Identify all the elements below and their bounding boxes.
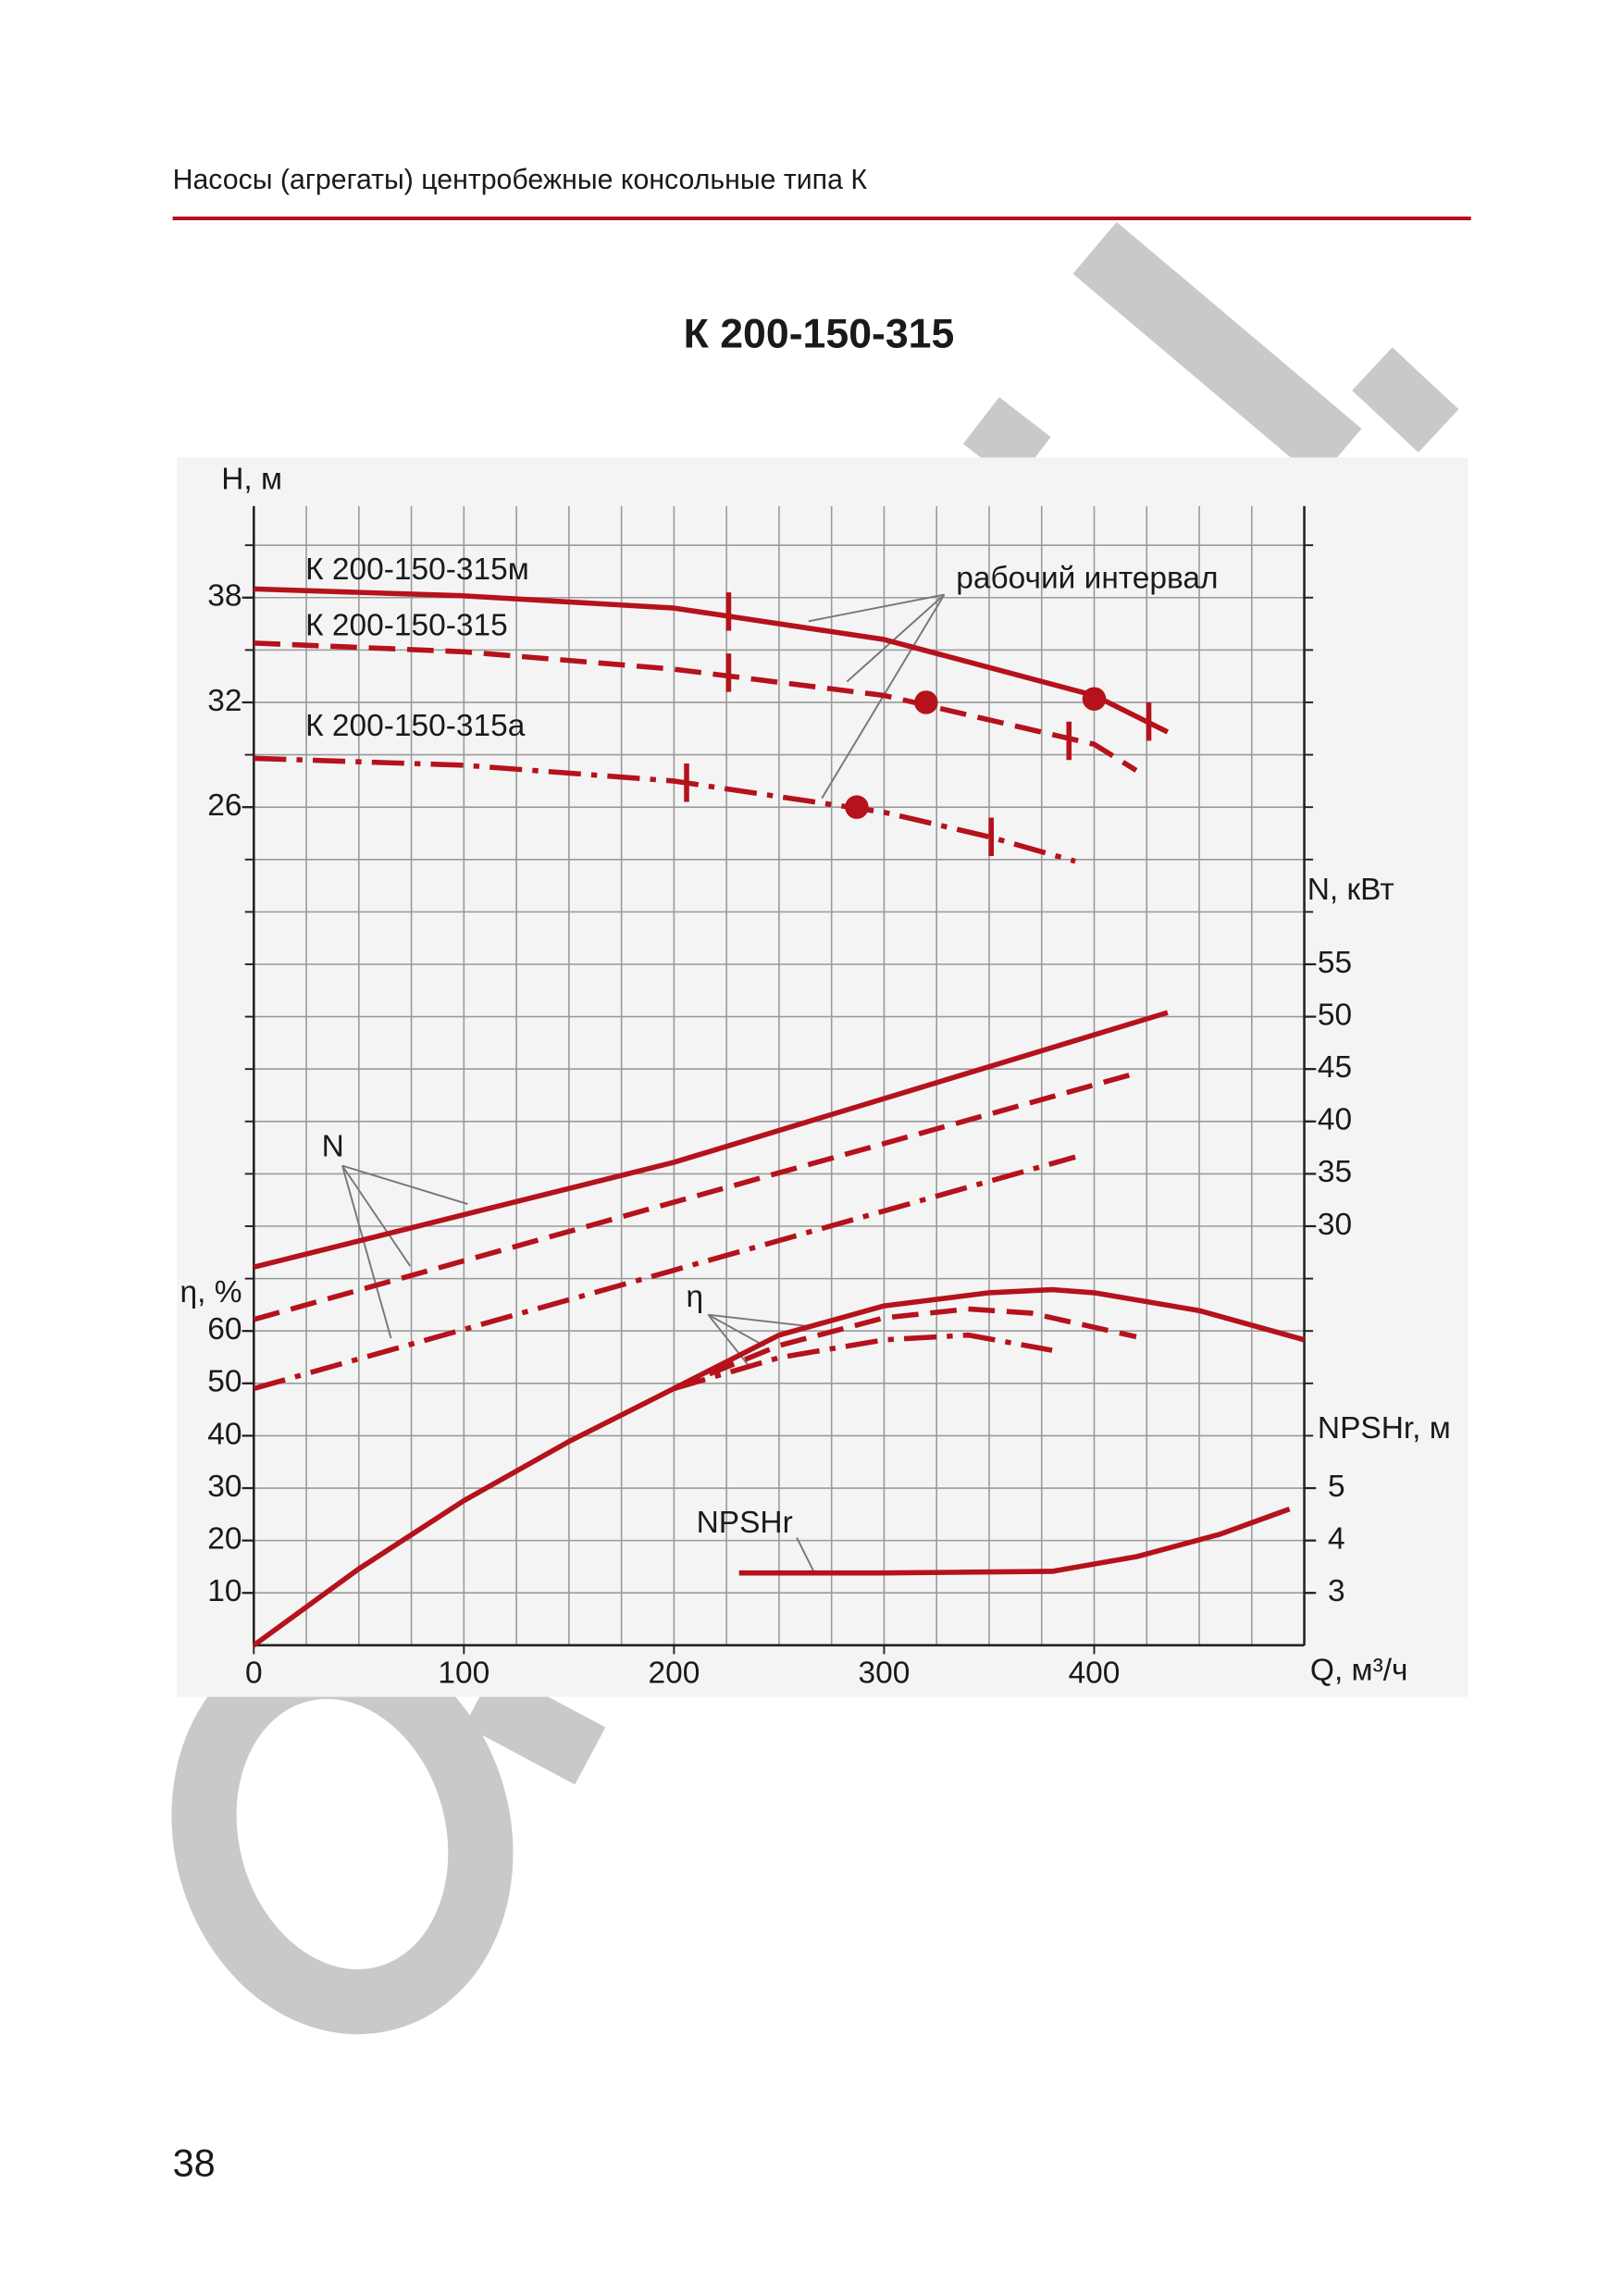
y-tick-label: 38 — [207, 579, 242, 614]
y-axis-label: H, м — [221, 463, 282, 497]
curve — [253, 1010, 1169, 1270]
x-tick-label: 100 — [438, 1657, 489, 1691]
curve — [673, 1306, 1137, 1391]
y-tick-label: 55 — [1318, 946, 1352, 980]
curve — [254, 640, 1138, 773]
y-tick-label: 30 — [1318, 1208, 1352, 1242]
y-tick-label: 20 — [207, 1521, 242, 1556]
curve-label: К 200-150-315 — [305, 608, 508, 642]
y-tick-label: 10 — [207, 1574, 242, 1608]
chart-title: К 200-150-315 — [684, 311, 955, 356]
annotation: η — [686, 1280, 703, 1314]
y-tick-label: 45 — [1318, 1050, 1352, 1085]
operating-point — [845, 795, 869, 819]
watermark-stroke — [464, 1668, 606, 1785]
y-axis-label: N, кВт — [1307, 873, 1394, 907]
curve — [673, 1332, 1053, 1392]
y-tick-label: 60 — [207, 1312, 242, 1347]
leader-line — [708, 1313, 812, 1328]
operating-point — [1082, 687, 1107, 711]
leader-line — [846, 593, 946, 683]
x-tick-label: 400 — [1069, 1657, 1121, 1691]
annotation: рабочий интервал — [956, 561, 1218, 595]
annotation: N — [322, 1129, 344, 1163]
leader-line — [341, 1165, 392, 1339]
y-axis-label: η, % — [180, 1275, 242, 1309]
leader-line — [796, 1537, 816, 1574]
x-tick-label: 0 — [245, 1657, 263, 1691]
x-tick-label: 200 — [648, 1657, 700, 1691]
y-tick-label: 3 — [1328, 1574, 1345, 1608]
page-number: 38 — [173, 2141, 216, 2185]
y-tick-label: 4 — [1328, 1521, 1345, 1556]
operating-point — [914, 690, 938, 714]
annotation: NPSHr — [697, 1506, 793, 1540]
curve-label: К 200-150-315а — [305, 709, 526, 743]
curve — [254, 586, 1170, 735]
leader-line — [707, 1313, 765, 1347]
y-tick-label: 30 — [207, 1470, 242, 1504]
leader-line — [341, 1164, 468, 1206]
plot-background — [177, 457, 1468, 1697]
y-tick-label: 5 — [1328, 1470, 1345, 1504]
curve — [253, 1070, 1137, 1322]
watermark-stroke — [962, 397, 1051, 484]
x-tick-label: 300 — [859, 1657, 911, 1691]
watermark-stroke — [1352, 347, 1459, 453]
y-axis-label: NPSHr, м — [1318, 1411, 1451, 1446]
curve — [252, 1286, 1306, 1648]
y-tick-label: 50 — [1318, 998, 1352, 1032]
x-axis-label: Q, м³/ч — [1310, 1653, 1408, 1687]
watermark-stroke — [1072, 221, 1362, 481]
y-tick-label: 35 — [1318, 1155, 1352, 1189]
y-tick-label: 32 — [207, 684, 242, 718]
y-tick-label: 40 — [1318, 1103, 1352, 1137]
y-tick-label: 40 — [207, 1417, 242, 1451]
y-tick-label: 50 — [207, 1365, 242, 1399]
curve — [253, 1154, 1076, 1392]
curve — [738, 1507, 1291, 1576]
header-title: Насосы (агрегаты) центробежные консольны… — [173, 165, 868, 195]
leader-line — [341, 1165, 412, 1267]
curve-label: К 200-150-315м — [305, 552, 529, 587]
leader-line — [808, 593, 945, 623]
curve — [254, 755, 1076, 864]
y-tick-label: 26 — [207, 788, 242, 823]
